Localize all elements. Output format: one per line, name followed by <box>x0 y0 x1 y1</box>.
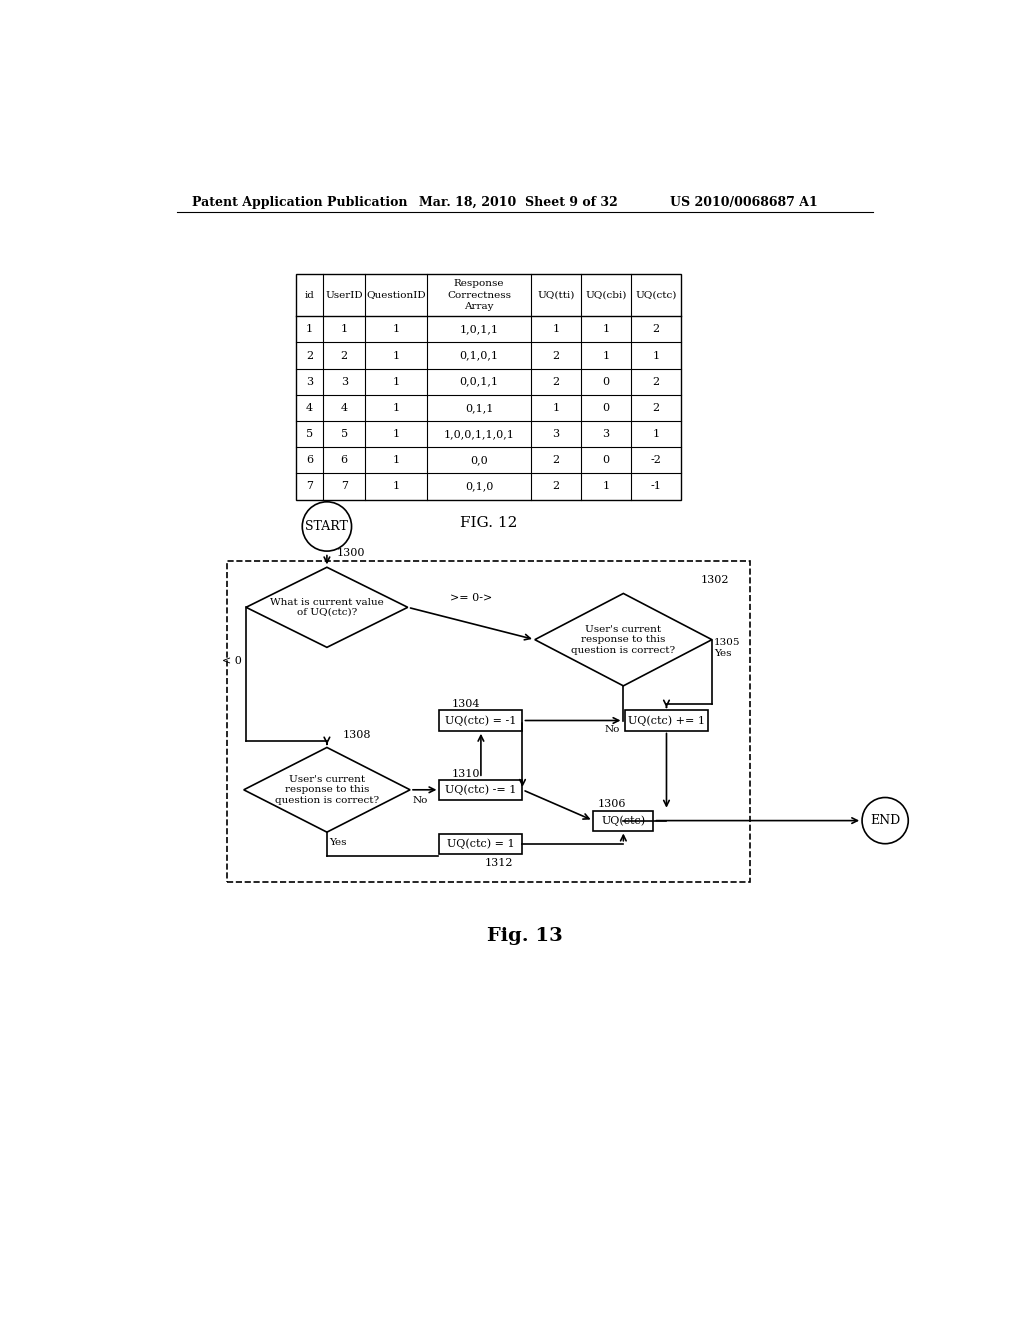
Text: 0: 0 <box>602 455 609 465</box>
Text: 5: 5 <box>341 429 348 440</box>
Text: Yes: Yes <box>330 838 347 847</box>
Text: UQ(ctc): UQ(ctc) <box>601 816 645 826</box>
Text: 6: 6 <box>306 455 313 465</box>
Text: 1: 1 <box>392 325 399 334</box>
Text: id: id <box>305 290 314 300</box>
Text: 0,0,1,1: 0,0,1,1 <box>460 376 499 387</box>
Text: FIG. 12: FIG. 12 <box>460 516 517 529</box>
Text: 0: 0 <box>602 376 609 387</box>
Text: 1: 1 <box>392 403 399 413</box>
Text: What is current value
of UQ(ctc)?: What is current value of UQ(ctc)? <box>270 598 384 616</box>
Bar <box>439 710 522 730</box>
Bar <box>439 780 522 800</box>
Text: 1300: 1300 <box>336 548 365 558</box>
Text: No: No <box>604 725 620 734</box>
Text: 7: 7 <box>341 482 348 491</box>
Text: UQ(ctc): UQ(ctc) <box>636 290 677 300</box>
Text: QuestionID: QuestionID <box>367 290 426 300</box>
Text: 5: 5 <box>306 429 313 440</box>
Text: 3: 3 <box>602 429 609 440</box>
Text: 6: 6 <box>341 455 348 465</box>
Text: Response
Correctness
Array: Response Correctness Array <box>447 280 511 310</box>
Text: 1: 1 <box>552 325 559 334</box>
Text: 1: 1 <box>602 325 609 334</box>
Text: 0: 0 <box>602 403 609 413</box>
Text: 1,0,0,1,1,0,1: 1,0,0,1,1,0,1 <box>443 429 514 440</box>
Bar <box>296 275 681 499</box>
Text: UQ(cbi): UQ(cbi) <box>586 290 627 300</box>
Text: 1: 1 <box>552 403 559 413</box>
Text: 1: 1 <box>306 325 313 334</box>
Text: -2: -2 <box>650 455 662 465</box>
Text: 1: 1 <box>392 376 399 387</box>
Text: UQ(tti): UQ(tti) <box>538 290 574 300</box>
Text: 1: 1 <box>652 429 659 440</box>
Text: Mar. 18, 2010  Sheet 9 of 32: Mar. 18, 2010 Sheet 9 of 32 <box>419 195 618 209</box>
Text: 4: 4 <box>306 403 313 413</box>
Text: No: No <box>413 796 428 805</box>
Circle shape <box>302 502 351 552</box>
Text: UQ(ctc) -= 1: UQ(ctc) -= 1 <box>445 784 516 795</box>
Bar <box>226 561 751 882</box>
Text: 1312: 1312 <box>484 858 513 869</box>
Text: 2: 2 <box>552 376 559 387</box>
Text: 1310: 1310 <box>452 768 480 779</box>
Text: UserID: UserID <box>326 290 364 300</box>
Text: UQ(ctc) += 1: UQ(ctc) += 1 <box>628 715 705 726</box>
Text: UQ(ctc) = 1: UQ(ctc) = 1 <box>447 838 515 849</box>
Bar <box>625 710 708 730</box>
Text: >= 0->: >= 0-> <box>451 593 493 603</box>
Text: 2: 2 <box>341 351 348 360</box>
Text: 1305: 1305 <box>714 639 740 647</box>
Text: 1: 1 <box>392 482 399 491</box>
Text: User's current
response to this
question is correct?: User's current response to this question… <box>274 775 379 805</box>
Text: UQ(ctc) = -1: UQ(ctc) = -1 <box>445 715 516 726</box>
Text: 1: 1 <box>652 351 659 360</box>
Text: 0,1,0,1: 0,1,0,1 <box>460 351 499 360</box>
Text: 3: 3 <box>306 376 313 387</box>
Text: 1308: 1308 <box>342 730 371 741</box>
Text: 2: 2 <box>306 351 313 360</box>
Text: 1: 1 <box>602 351 609 360</box>
Text: 2: 2 <box>652 325 659 334</box>
Bar <box>439 834 522 854</box>
Text: 1: 1 <box>392 455 399 465</box>
Text: 1306: 1306 <box>597 800 626 809</box>
Bar <box>593 810 653 830</box>
Polygon shape <box>244 747 410 832</box>
Text: 3: 3 <box>341 376 348 387</box>
Polygon shape <box>246 568 408 647</box>
Text: 1304: 1304 <box>452 700 480 709</box>
Text: 1: 1 <box>392 429 399 440</box>
Text: 0,1,1: 0,1,1 <box>465 403 494 413</box>
Text: 1,0,1,1: 1,0,1,1 <box>460 325 499 334</box>
Text: Fig. 13: Fig. 13 <box>487 927 562 945</box>
Text: 1302: 1302 <box>700 574 729 585</box>
Text: 3: 3 <box>552 429 559 440</box>
Text: 1: 1 <box>602 482 609 491</box>
Text: END: END <box>870 814 900 828</box>
Text: 2: 2 <box>552 351 559 360</box>
Text: 1: 1 <box>392 351 399 360</box>
Text: 2: 2 <box>552 482 559 491</box>
Text: 1: 1 <box>341 325 348 334</box>
Text: Yes: Yes <box>714 649 732 657</box>
Text: US 2010/0068687 A1: US 2010/0068687 A1 <box>670 195 817 209</box>
Text: Patent Application Publication: Patent Application Publication <box>193 195 408 209</box>
Text: < 0: < 0 <box>222 656 243 667</box>
Text: 2: 2 <box>552 455 559 465</box>
Text: 2: 2 <box>652 403 659 413</box>
Polygon shape <box>535 594 712 686</box>
Text: -1: -1 <box>650 482 662 491</box>
Text: 0,0: 0,0 <box>470 455 487 465</box>
Text: User's current
response to this
question is correct?: User's current response to this question… <box>571 624 676 655</box>
Text: 0,1,0: 0,1,0 <box>465 482 494 491</box>
Text: START: START <box>305 520 348 533</box>
Text: 2: 2 <box>652 376 659 387</box>
Text: 7: 7 <box>306 482 313 491</box>
Circle shape <box>862 797 908 843</box>
Text: 4: 4 <box>341 403 348 413</box>
